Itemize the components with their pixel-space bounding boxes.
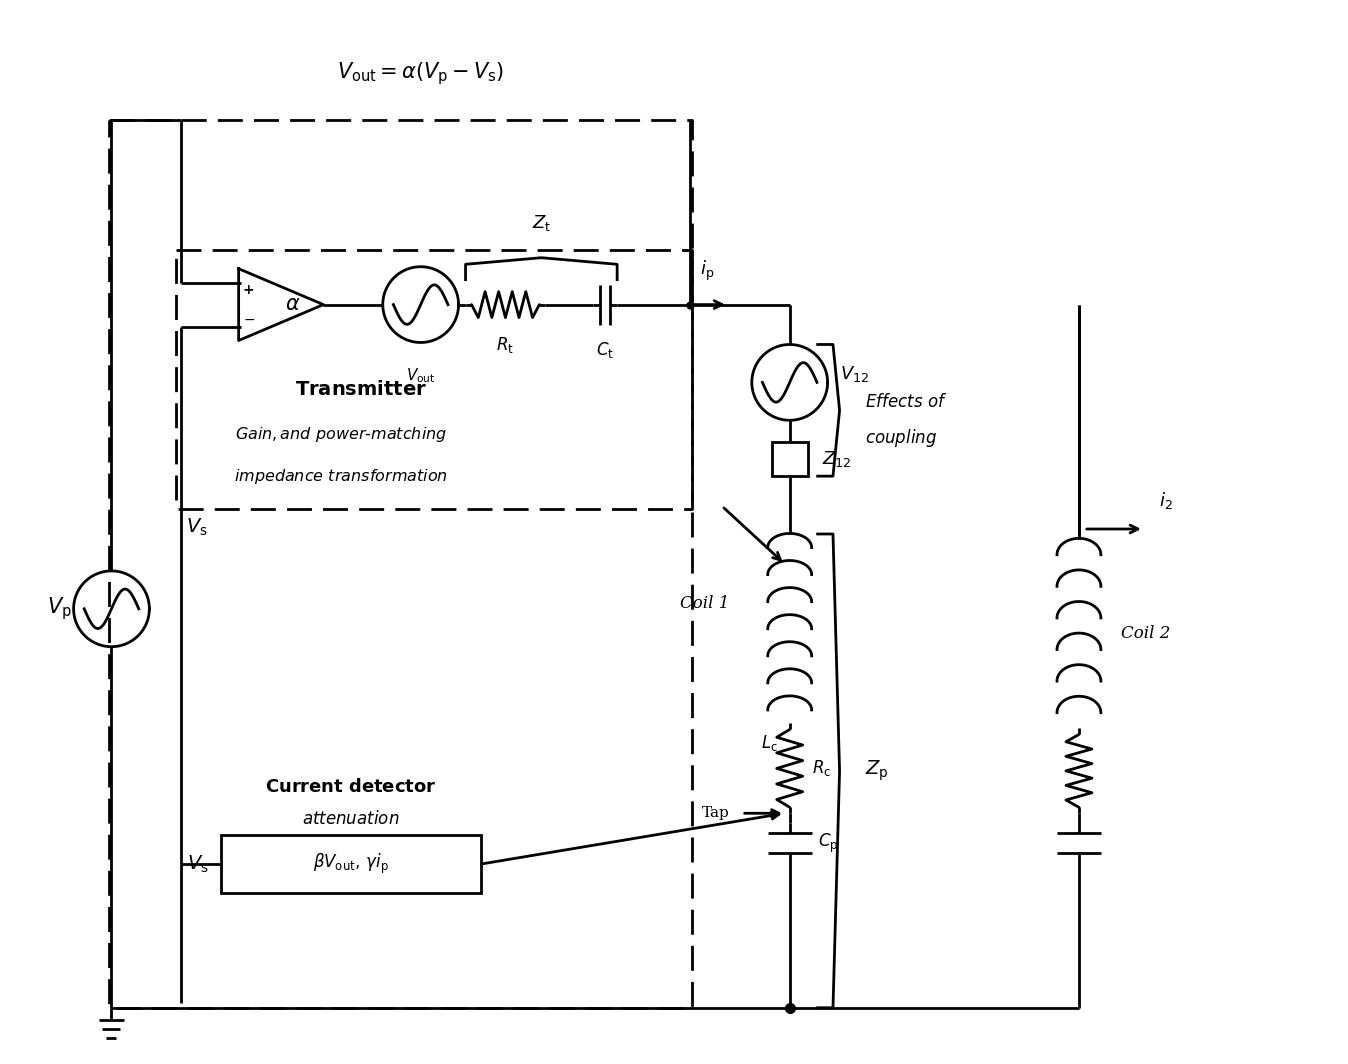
Text: $V_{12}$: $V_{12}$ (840, 364, 868, 384)
Text: $\mathit{Effects\ of}$: $\mathit{Effects\ of}$ (864, 394, 946, 412)
Text: $V_\mathrm{out} = \alpha(V_\mathrm{p} - V_\mathrm{s})$: $V_\mathrm{out} = \alpha(V_\mathrm{p} - … (337, 60, 504, 86)
Text: $i_\mathrm{p}$: $i_\mathrm{p}$ (700, 259, 714, 283)
Text: $Z_\mathrm{p}$: $Z_\mathrm{p}$ (864, 759, 888, 783)
Text: $V_\mathrm{p}$: $V_\mathrm{p}$ (47, 596, 71, 622)
Text: $\mathit{impedance\ transformation}$: $\mathit{impedance\ transformation}$ (233, 467, 448, 485)
Text: $\mathit{Gain, and\ power\text{-}matching}$: $\mathit{Gain, and\ power\text{-}matchin… (235, 425, 448, 444)
Text: Tap: Tap (702, 807, 729, 820)
Text: $\bf{Current\ detector}$: $\bf{Current\ detector}$ (266, 779, 437, 796)
Text: $R_\mathrm{c}$: $R_\mathrm{c}$ (811, 759, 830, 779)
Text: Coil 2: Coil 2 (1120, 626, 1170, 643)
Text: $Z_\mathrm{t}$: $Z_\mathrm{t}$ (531, 213, 551, 233)
Text: $L_\mathrm{c}$: $L_\mathrm{c}$ (760, 733, 778, 753)
Bar (772, 443, 807, 477)
Text: $Z_{12}$: $Z_{12}$ (822, 449, 851, 469)
Text: $\mathit{attenuation}$: $\mathit{attenuation}$ (302, 811, 399, 828)
Text: $C_\mathrm{t}$: $C_\mathrm{t}$ (596, 339, 615, 360)
Text: $\beta V_\mathrm{out},\,\gamma i_\mathrm{p}$: $\beta V_\mathrm{out},\,\gamma i_\mathrm… (313, 852, 388, 877)
Text: Coil 1: Coil 1 (681, 596, 729, 612)
Text: $-$: $-$ (243, 312, 255, 326)
Bar (221, 835, 480, 893)
Text: $C_\mathrm{p}$: $C_\mathrm{p}$ (818, 832, 838, 854)
Text: $V_\mathrm{s}$: $V_\mathrm{s}$ (187, 853, 209, 875)
Text: $V_\mathrm{s}$: $V_\mathrm{s}$ (186, 517, 208, 538)
Text: $\alpha$: $\alpha$ (286, 295, 301, 314)
Text: +: + (243, 283, 255, 297)
Text: $R_\mathrm{t}$: $R_\mathrm{t}$ (496, 334, 515, 354)
Text: $\bf{Transmitter}$: $\bf{Transmitter}$ (295, 380, 427, 399)
Text: $i_2$: $i_2$ (1159, 491, 1173, 511)
Text: $\mathit{coupling}$: $\mathit{coupling}$ (864, 428, 937, 449)
Text: $V_\mathrm{out}$: $V_\mathrm{out}$ (406, 366, 435, 385)
